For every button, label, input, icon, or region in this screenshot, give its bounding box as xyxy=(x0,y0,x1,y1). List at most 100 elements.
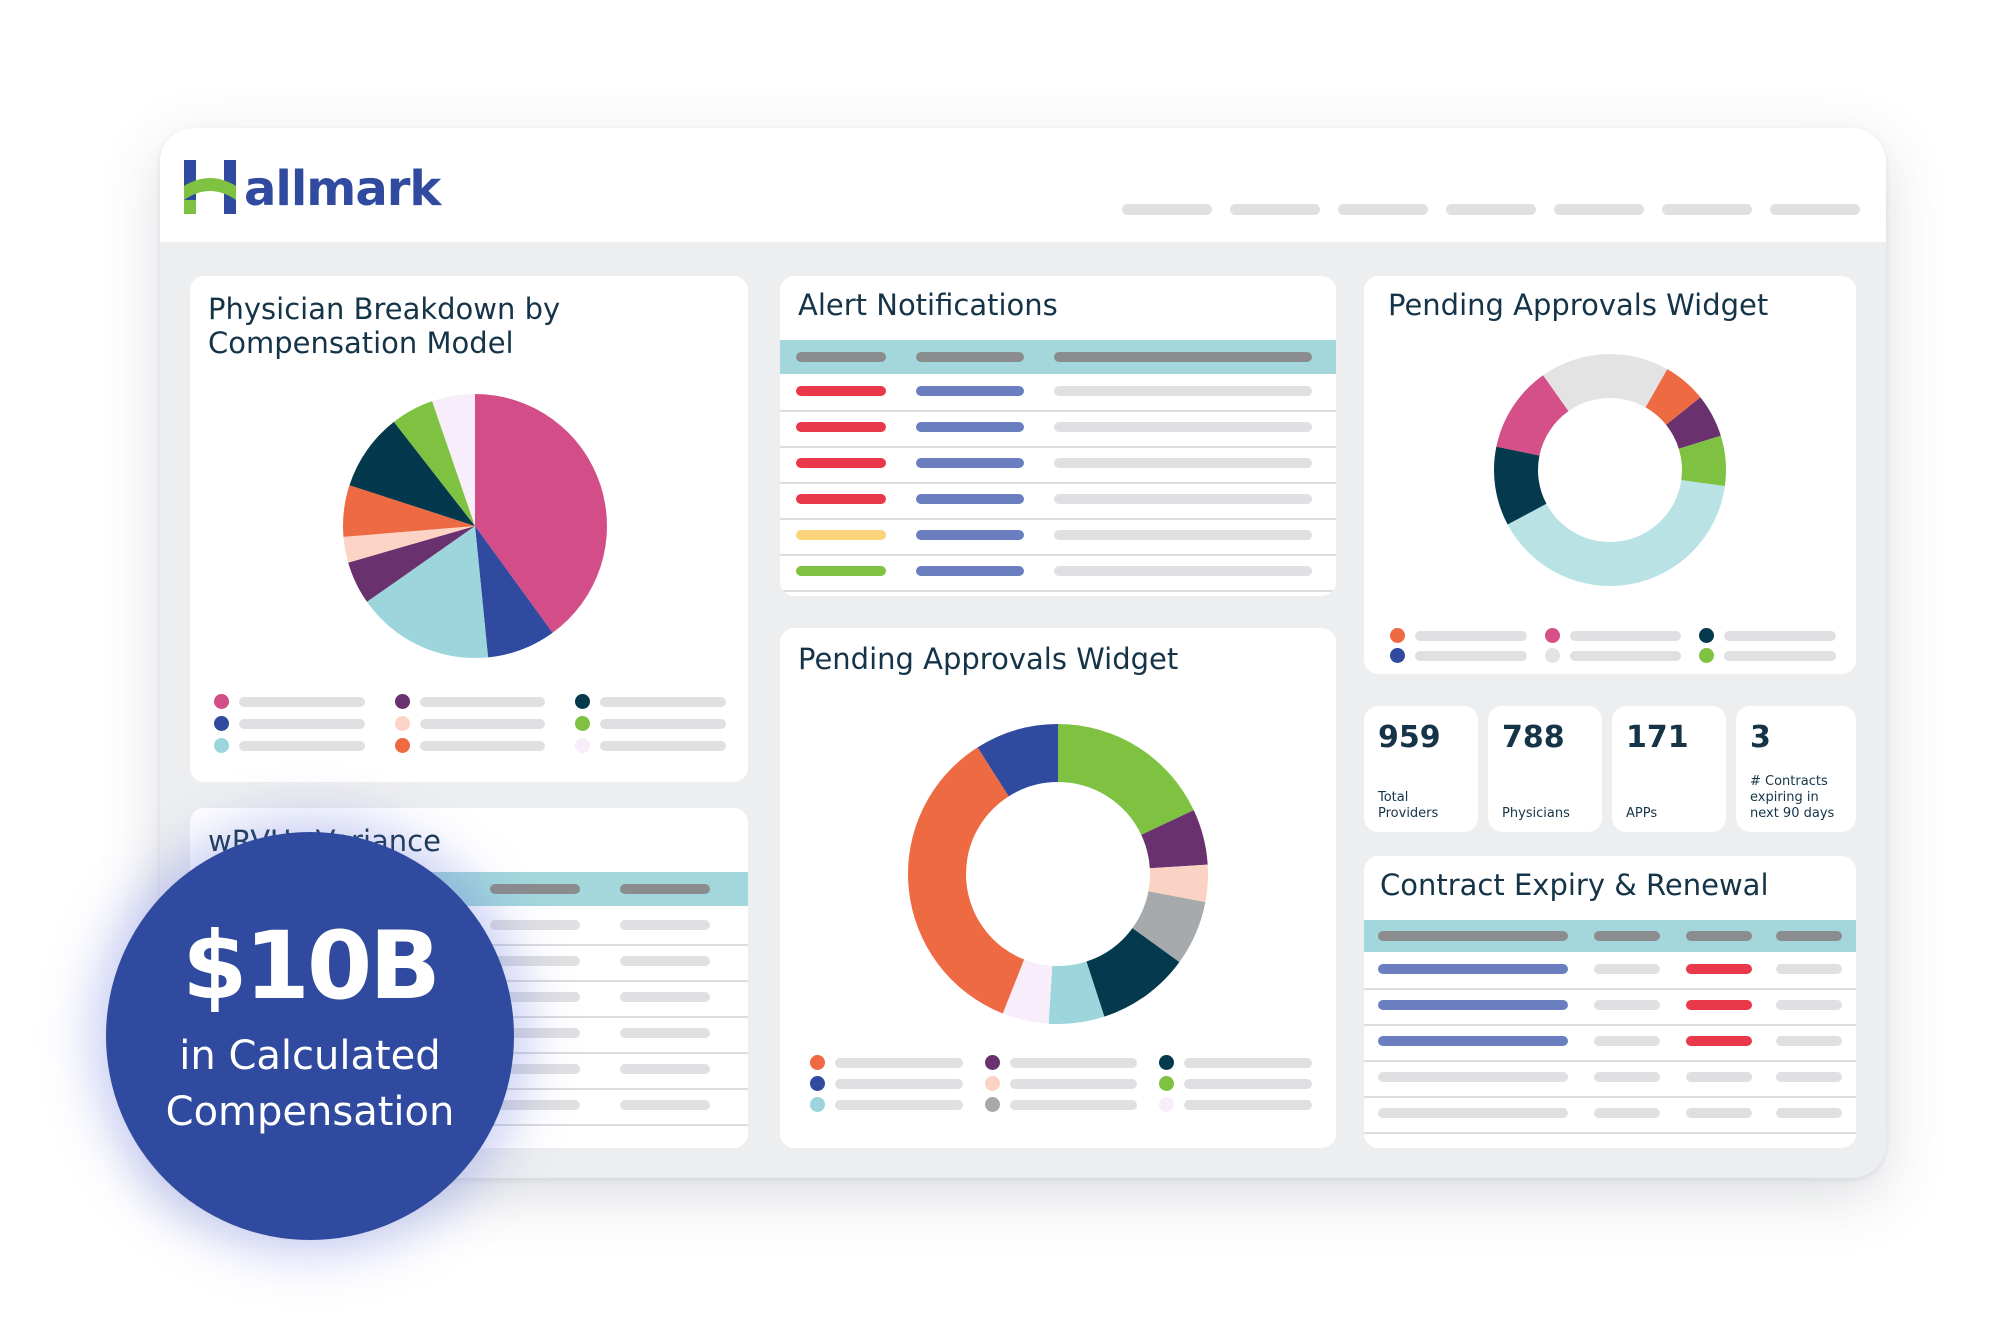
legend-item xyxy=(214,694,365,709)
table-row[interactable] xyxy=(1364,856,1856,1148)
legend-swatch xyxy=(575,738,591,753)
chart-slice[interactable] xyxy=(1507,480,1725,586)
contract-name-bar xyxy=(1378,1072,1568,1082)
nav-item[interactable] xyxy=(1122,204,1212,215)
legend-item xyxy=(810,1055,963,1070)
legend-item xyxy=(214,716,365,731)
table-row[interactable] xyxy=(1364,856,1856,1148)
legend-item xyxy=(810,1076,963,1091)
nav-item[interactable] xyxy=(1446,204,1536,215)
legend-swatch xyxy=(1699,628,1715,643)
legend-placeholder xyxy=(419,696,546,707)
legend-swatch xyxy=(1159,1055,1175,1070)
alert-detail-bar xyxy=(1054,458,1312,468)
chart-slice[interactable] xyxy=(908,747,1025,1014)
chart-slice[interactable] xyxy=(393,401,475,526)
chart-slice[interactable] xyxy=(349,421,475,526)
chart-slice[interactable] xyxy=(1645,369,1701,425)
stat-tile-physicians: 788 Physicians xyxy=(1488,706,1602,832)
alert-type-bar xyxy=(916,566,1024,576)
table-row[interactable] xyxy=(780,276,1336,596)
donut-legend-center xyxy=(810,1055,1312,1112)
nav-item[interactable] xyxy=(1770,204,1860,215)
legend-item xyxy=(1699,648,1836,663)
legend-placeholder xyxy=(1569,630,1682,641)
legend-item xyxy=(575,716,726,731)
chart-slice[interactable] xyxy=(977,724,1058,797)
legend-placeholder xyxy=(1415,650,1527,661)
chart-slice[interactable] xyxy=(1494,446,1547,525)
contract-date-bar xyxy=(1594,964,1660,974)
stat-value: 788 xyxy=(1502,720,1565,755)
contract-action-bar xyxy=(1776,1108,1842,1118)
chart-slice[interactable] xyxy=(1666,397,1721,449)
nav-item[interactable] xyxy=(1230,204,1320,215)
legend-swatch xyxy=(810,1076,825,1091)
pending-approvals-card-top: Pending Approvals Widget xyxy=(1364,276,1856,674)
legend-item xyxy=(394,694,546,709)
chart-slice[interactable] xyxy=(1058,724,1194,835)
table-row[interactable] xyxy=(1364,856,1856,1148)
chart-slice[interactable] xyxy=(1141,810,1208,869)
legend-swatch xyxy=(1390,648,1405,663)
chart-slice[interactable] xyxy=(475,526,553,658)
stat-tile-contracts-expiring: 3 # Contracts expiring in next 90 days xyxy=(1736,706,1856,832)
chart-slice[interactable] xyxy=(475,394,607,633)
stat-value: 959 xyxy=(1378,720,1441,755)
chart-slice[interactable] xyxy=(432,394,475,526)
chart-slice[interactable] xyxy=(1678,435,1726,487)
column-header xyxy=(1594,931,1660,941)
legend-swatch xyxy=(1544,648,1560,663)
chart-slice[interactable] xyxy=(1086,928,1180,1017)
legend-swatch xyxy=(810,1055,825,1070)
chart-slice[interactable] xyxy=(1048,961,1105,1024)
alert-status-bar xyxy=(796,422,886,432)
chart-slice[interactable] xyxy=(348,526,475,602)
table-row[interactable] xyxy=(780,276,1336,596)
legend-placeholder xyxy=(1184,1078,1312,1089)
contract-expiry-card: Contract Expiry & Renewal xyxy=(1364,856,1856,1148)
legend-item xyxy=(394,716,546,731)
chart-slice[interactable] xyxy=(1543,354,1668,412)
alert-detail-bar xyxy=(1054,566,1312,576)
table-row[interactable] xyxy=(780,276,1336,596)
chart-slice[interactable] xyxy=(366,526,489,658)
nav-item[interactable] xyxy=(1662,204,1752,215)
table-row[interactable] xyxy=(1364,856,1856,1148)
chart-slice[interactable] xyxy=(1148,864,1208,903)
alert-status-bar xyxy=(796,566,886,576)
chart-slice[interactable] xyxy=(1496,375,1569,456)
table-row[interactable] xyxy=(780,276,1336,596)
legend-placeholder xyxy=(1724,630,1836,641)
physician-breakdown-card: Physician Breakdown by Compensation Mode… xyxy=(190,276,748,782)
column-header xyxy=(1378,931,1568,941)
chart-slice[interactable] xyxy=(1132,891,1206,963)
alert-status-bar xyxy=(796,494,886,504)
badge-value: $10B xyxy=(182,912,441,1021)
chart-slice[interactable] xyxy=(343,485,475,537)
compensation-pie-chart xyxy=(343,394,607,658)
table-row[interactable] xyxy=(780,276,1336,596)
hallmark-logo[interactable]: allmark xyxy=(184,156,441,218)
top-nav xyxy=(1122,204,1860,215)
nav-item[interactable] xyxy=(1338,204,1428,215)
legend-placeholder xyxy=(600,718,726,729)
legend-swatch xyxy=(394,738,410,753)
logo-wordmark: allmark xyxy=(244,161,441,217)
chart-slice[interactable] xyxy=(343,526,475,563)
wrvu-cell-bar xyxy=(490,956,580,966)
physician-breakdown-title: Physician Breakdown by Compensation Mode… xyxy=(208,292,561,360)
table-row[interactable] xyxy=(780,276,1336,596)
legend-placeholder xyxy=(239,740,365,751)
contract-name-bar xyxy=(1378,1036,1568,1046)
legend-placeholder xyxy=(600,696,726,707)
legend-swatch xyxy=(575,694,591,709)
contract-status-bar xyxy=(1686,1000,1752,1010)
chart-slice[interactable] xyxy=(1002,959,1053,1024)
column-header xyxy=(796,352,886,362)
legend-item xyxy=(1544,628,1682,643)
stat-label: Total Providers xyxy=(1378,790,1439,821)
table-row[interactable] xyxy=(1364,856,1856,1148)
pending-approvals-title-center: Pending Approvals Widget xyxy=(798,642,1179,676)
nav-item[interactable] xyxy=(1554,204,1644,215)
